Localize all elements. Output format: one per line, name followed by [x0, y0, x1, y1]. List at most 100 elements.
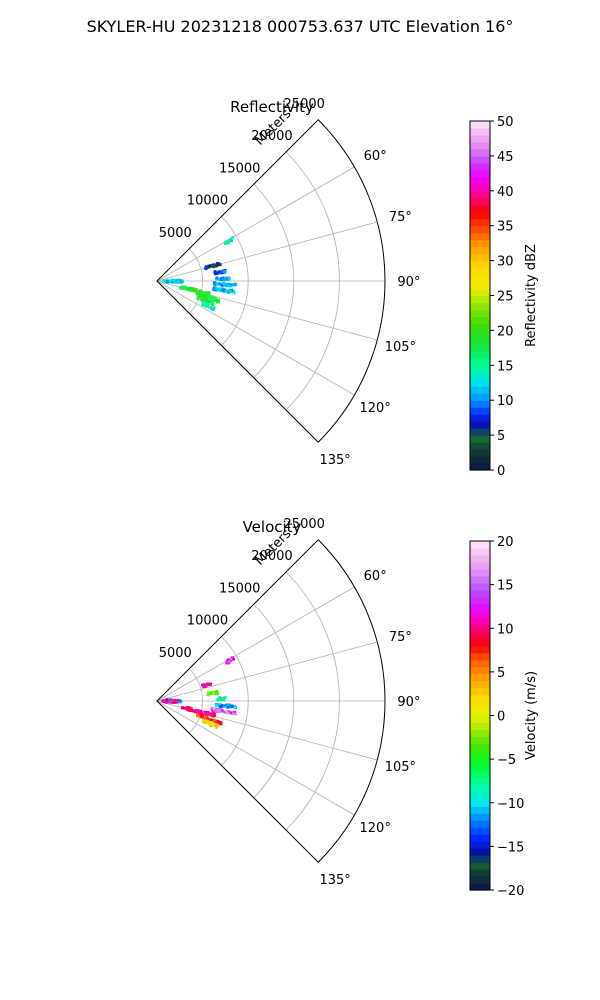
echo-pixel: [228, 239, 232, 242]
echo-pixel: [162, 699, 166, 703]
colorbar-segment: [470, 309, 490, 318]
colorbar-segment: [470, 267, 490, 276]
echo-pixel: [216, 271, 219, 275]
echo-pixel: [165, 279, 169, 283]
echo-pixel: [172, 699, 176, 703]
theta-tick-label: 75°: [389, 630, 412, 645]
echo-pixel: [223, 704, 226, 707]
colorbar-tick-label: −20: [497, 884, 524, 899]
echo-pixel: [219, 282, 222, 285]
azimuth-gridline: [156, 166, 355, 282]
echo-pixel: [168, 699, 172, 703]
echo-pixel: [225, 662, 228, 665]
theta-tick-label: 105°: [385, 760, 416, 775]
echo-pixel: [226, 241, 230, 245]
sector-boundary: [156, 539, 386, 863]
colorbar-tick-label: 20: [497, 535, 514, 550]
echo-pixel: [235, 713, 237, 716]
echo-pixel: [232, 283, 235, 287]
range-tick-label: 15000: [219, 581, 260, 596]
echo-pixel: [189, 706, 193, 710]
colorbar-segment: [470, 393, 490, 401]
echo-pixel: [208, 713, 211, 716]
echo-pixel: [207, 291, 211, 295]
echo-pixel: [175, 700, 178, 704]
colorbar-segment: [470, 869, 490, 877]
colorbar-segment: [470, 365, 490, 373]
colorbar-tick-label: 50: [497, 115, 514, 130]
colorbar-segment: [470, 190, 490, 199]
echo-pixel: [213, 710, 216, 712]
echo-pixel: [221, 699, 224, 701]
echo-pixel: [211, 265, 214, 268]
echo-pixel: [218, 721, 222, 725]
colorbar-segment: [470, 274, 490, 283]
colorbar-segment: [470, 541, 490, 549]
echo-pixel: [202, 302, 205, 305]
echo-pixel: [216, 708, 220, 712]
colorbar-segment: [470, 358, 490, 366]
echo-pixel: [199, 711, 203, 715]
echo-pixel: [218, 704, 223, 709]
panel-title: Velocity: [243, 518, 302, 536]
colorbar-segment: [470, 806, 490, 814]
echo-pixel: [196, 291, 199, 295]
echo-pixel: [212, 297, 215, 301]
echo-pixel: [169, 281, 172, 284]
echo-cell: [204, 262, 222, 270]
colorbar-segment: [470, 757, 490, 765]
colorbar-segment: [470, 407, 490, 415]
echo-pixel: [212, 691, 215, 695]
echo-pixel: [203, 303, 208, 307]
colorbar-segment: [470, 379, 490, 387]
echo-pixel: [211, 712, 215, 716]
echo-pixel: [231, 236, 235, 240]
echo-pixel: [207, 301, 211, 305]
colorbar-segment: [470, 225, 490, 234]
colorbar-segment: [470, 155, 490, 164]
theta-tick-label: 135°: [319, 453, 350, 468]
echo-pixel: [211, 263, 214, 267]
echo-pixel: [221, 709, 225, 713]
colorbar-segment: [470, 323, 490, 331]
theta-tick-label: 90°: [397, 275, 420, 290]
echo-pixel: [233, 704, 237, 708]
sector-boundary: [156, 119, 386, 443]
echo-pixel: [204, 719, 207, 722]
echo-pixel: [203, 296, 206, 298]
colorbar-tick-label: 30: [497, 255, 514, 270]
colorbar-segment: [470, 344, 490, 352]
theta-tick-label: 90°: [397, 695, 420, 710]
colorbar-segment: [470, 246, 490, 255]
echo-cell: [225, 656, 236, 665]
range-tick-label: 25000: [284, 97, 325, 112]
echo-pixel: [213, 722, 217, 726]
echo-cell: [196, 713, 223, 726]
colorbar-segment: [470, 428, 490, 436]
echo-pixel: [213, 264, 217, 268]
echo-pixel: [173, 280, 177, 284]
echo-pixel: [212, 714, 216, 718]
echo-pixel: [233, 711, 236, 714]
range-tick-label: 25000: [284, 517, 325, 532]
echo-pixel: [210, 307, 214, 311]
colorbar-segment: [470, 260, 490, 269]
echo-pixel: [190, 287, 194, 291]
colorbar-segment: [470, 701, 490, 710]
colorbar-segment: [470, 708, 490, 717]
echo-pixel: [222, 705, 225, 708]
echo-cell: [202, 718, 219, 729]
echo-pixel: [216, 698, 219, 701]
echo-pixel: [204, 265, 208, 268]
echo-pixel: [211, 707, 215, 710]
echo-pixel: [214, 718, 216, 721]
colorbar-tick-label: −10: [497, 797, 524, 812]
colorbar-segment: [470, 589, 490, 598]
echo-pixel: [213, 299, 215, 302]
echo-pixel: [176, 281, 180, 284]
colorbar-segment: [470, 561, 490, 570]
echo-pixel: [220, 277, 224, 281]
echo-pixel: [209, 297, 212, 300]
echo-pixel: [228, 660, 231, 663]
colorbar-segment: [470, 736, 490, 745]
